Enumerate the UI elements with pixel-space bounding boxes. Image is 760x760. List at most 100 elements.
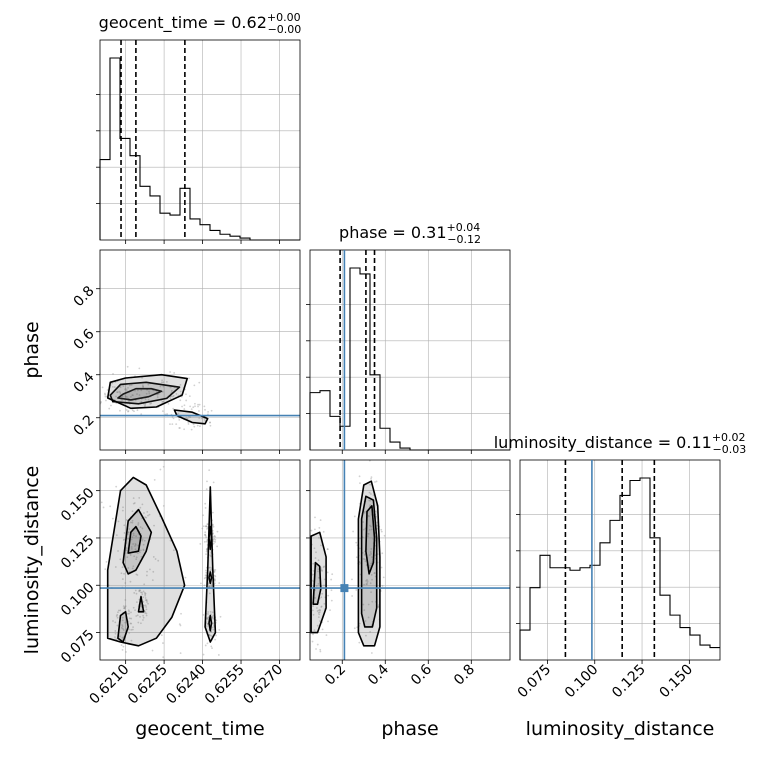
sample-point [122,629,125,631]
sample-point [173,372,176,374]
sample-point [206,622,209,625]
sample-point [204,644,207,647]
sample-point [127,537,130,540]
sample-point [93,538,95,540]
sample-point [170,389,173,392]
sample-point [131,519,134,522]
sample-point [133,555,136,558]
sample-point [126,396,128,398]
sample-point [142,543,145,546]
y-tick-label: 0.125 [58,532,98,572]
sample-point [190,408,193,411]
sample-point [161,410,164,413]
x-tick-label: 0.6255 [202,662,248,708]
contour-level [117,387,163,401]
sample-point [211,523,214,526]
sample-point [193,425,196,428]
sample-point [209,569,212,572]
sample-point [130,521,132,524]
sample-point [133,592,136,594]
contour-level [122,508,153,575]
sample-point [100,501,103,504]
sample-point [359,537,362,540]
sample-point [117,609,120,612]
truth-marker [340,584,349,593]
sample-point [142,614,144,617]
sample-point [368,515,370,518]
sample-point [130,617,133,620]
sample-point [127,531,130,534]
sample-point [203,577,206,580]
sample-point [144,403,147,406]
sample-point [131,510,134,513]
sample-point [122,645,125,648]
sample-point [131,536,134,539]
sample-point [133,410,135,413]
sample-point [315,551,317,554]
sample-point [205,548,208,551]
sample-point [319,650,322,653]
sample-point [205,553,207,556]
x-tick-label: 0.6 [408,661,435,688]
sample-point [204,502,207,505]
sample-point [120,572,123,575]
sample-point [211,454,213,456]
sample-point [212,535,215,538]
sample-point [132,626,134,629]
sample-point [314,597,316,599]
sample-point [119,393,122,395]
sample-point [159,468,162,471]
sample-point [311,609,314,612]
sample-point [166,413,168,415]
sample-point [326,548,329,551]
sample-point [330,599,333,602]
title-luminosity_distance: luminosity_distance = 0.11+0.02 −0.03 [494,431,747,456]
sample-point [363,554,366,556]
sample-point [213,577,216,580]
sample-point [192,406,195,409]
sample-point [152,570,155,573]
sample-point [119,609,122,612]
sample-point [167,402,170,405]
sample-point [213,569,216,572]
sample-point [114,566,117,568]
sample-point [306,561,308,563]
sample-point [206,642,209,645]
sample-point [150,402,153,405]
sample-point [367,533,370,535]
sample-point [320,606,323,608]
sample-point [127,400,130,402]
sample-point [370,476,373,479]
sample-point [217,654,220,656]
sample-point [363,510,366,513]
sample-point [376,524,378,527]
sample-point [125,409,128,411]
sample-point [369,499,372,502]
sample-point [184,576,187,579]
sample-point [179,624,182,627]
sample-point [147,602,149,605]
histogram-geocent_time [99,57,300,241]
sample-point [122,506,124,509]
sample-point [132,394,134,397]
sample-point [373,571,376,574]
sample-point [211,511,214,514]
sample-point [316,643,319,646]
title-geocent_time: geocent_time = 0.62+0.00 −0.00 [99,11,302,36]
contour-level [360,495,378,628]
sample-point [140,389,143,392]
sample-point [370,528,373,531]
sample-point [369,524,371,527]
sample-point [366,580,369,583]
sample-point [214,575,217,578]
sample-point [371,556,373,559]
sample-point [362,521,365,523]
sample-point [205,571,208,574]
sample-point [123,607,126,610]
sample-point [115,395,117,398]
sample-point [365,579,368,582]
sample-point [119,386,122,389]
sample-point [372,494,375,497]
sample-point [214,540,217,543]
sample-point [121,399,123,401]
